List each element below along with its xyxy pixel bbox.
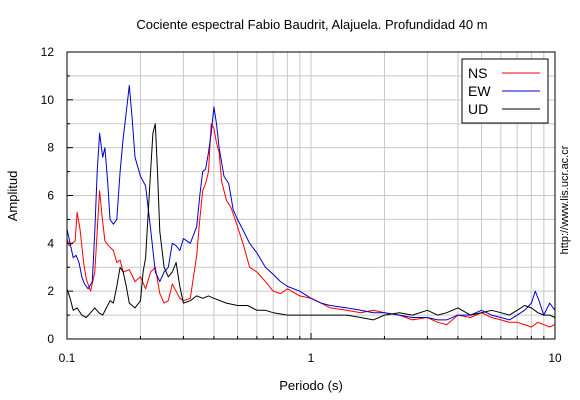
- source-url: http://www.lis.ucr.ac.cr: [559, 145, 571, 254]
- y-axis-label: Amplitud: [5, 171, 20, 222]
- y-tick-label: 12: [41, 45, 55, 59]
- series-line-ns: [66, 123, 556, 328]
- legend-label-ud: UD: [468, 101, 488, 117]
- x-tick-label: 10: [548, 351, 562, 365]
- series-lines: [66, 85, 556, 328]
- y-tick-label: 10: [41, 93, 55, 107]
- y-tick-label: 0: [47, 332, 54, 346]
- axis-ticks: 0 2 4 6 8 10 12 0.1 1 10: [41, 45, 562, 365]
- y-tick-label: 4: [47, 236, 54, 250]
- x-axis-label: Periodo (s): [279, 378, 343, 393]
- series-line-ud: [66, 123, 556, 321]
- y-tick-label: 2: [47, 284, 54, 298]
- chart-title: Cociente espectral Fabio Baudrit, Alajue…: [136, 17, 487, 32]
- x-tick-label: 0.1: [59, 351, 76, 365]
- series-line-ew: [66, 85, 556, 321]
- legend-label-ew: EW: [468, 83, 491, 99]
- y-tick-label: 6: [47, 189, 54, 203]
- y-tick-label: 8: [47, 141, 54, 155]
- legend: NS EW UD: [461, 58, 549, 124]
- legend-label-ns: NS: [468, 65, 487, 81]
- x-tick-label: 1: [308, 351, 315, 365]
